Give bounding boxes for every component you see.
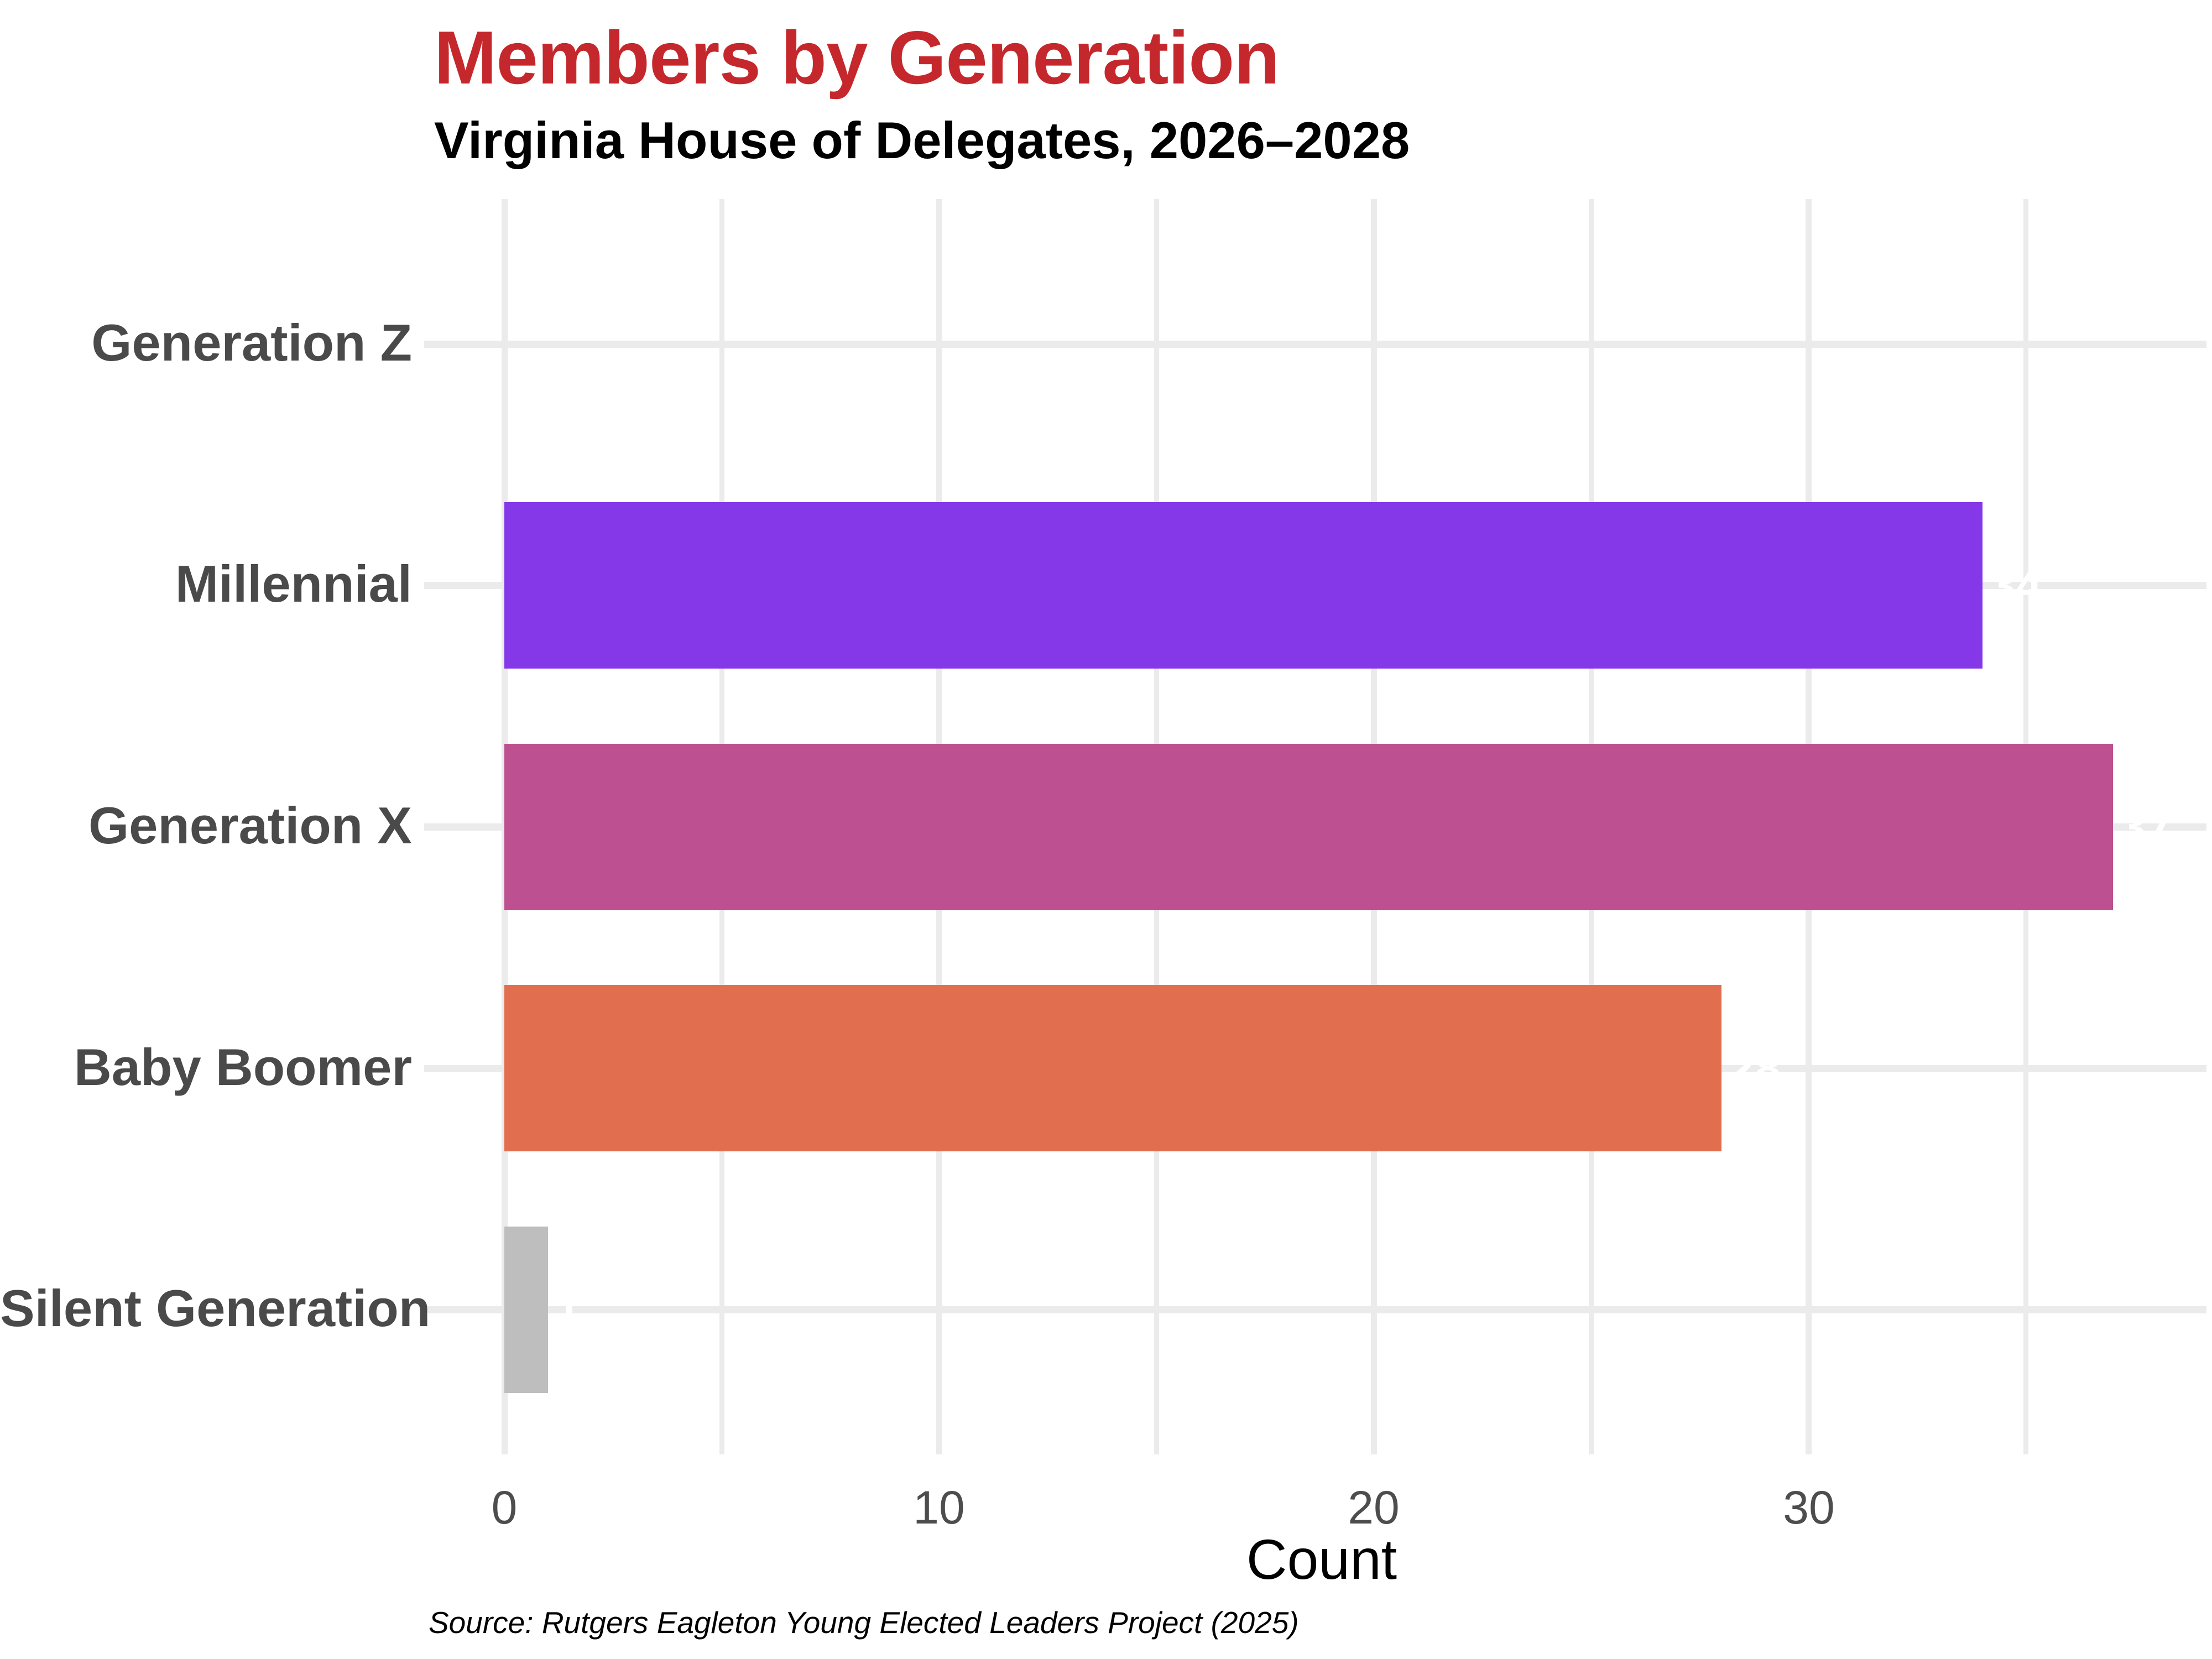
bar-value-label: 1 (555, 1284, 581, 1337)
category-label-baby-boomer: Baby Boomer (74, 1038, 412, 1096)
category-label-generation-x: Generation X (88, 796, 412, 854)
category-label-silent-generation: Silent Generation (0, 1279, 431, 1337)
x-axis-title: Count (1246, 1528, 1397, 1591)
category-label-millennial: Millennial (175, 555, 412, 613)
x-tick-label-20: 20 (1348, 1481, 1400, 1533)
y-gridline (424, 1306, 2206, 1313)
bar-value-label: 34 (1989, 559, 2042, 612)
bar-millennial (504, 502, 1983, 669)
plot-area: 34 37 28 1 (424, 199, 2206, 1454)
x-tick-label-30: 30 (1783, 1481, 1835, 1533)
x-tick-label-10: 10 (913, 1481, 965, 1533)
bar-generation-x (504, 744, 2113, 910)
source-note: Source: Rutgers Eagleton Young Elected L… (429, 1605, 1299, 1640)
bar-value-label: 37 (2120, 801, 2173, 854)
chart-subtitle: Virginia House of Delegates, 2026–2028 (434, 111, 1410, 169)
x-tick-label-0: 0 (491, 1481, 518, 1533)
y-gridline (424, 341, 2206, 348)
bar-baby-boomer (504, 985, 1721, 1151)
bar-value-label: 28 (1728, 1042, 1781, 1095)
chart-title: Members by Generation (434, 15, 1280, 100)
bar-silent-generation (504, 1227, 548, 1393)
category-label-generation-z: Generation Z (91, 314, 412, 372)
